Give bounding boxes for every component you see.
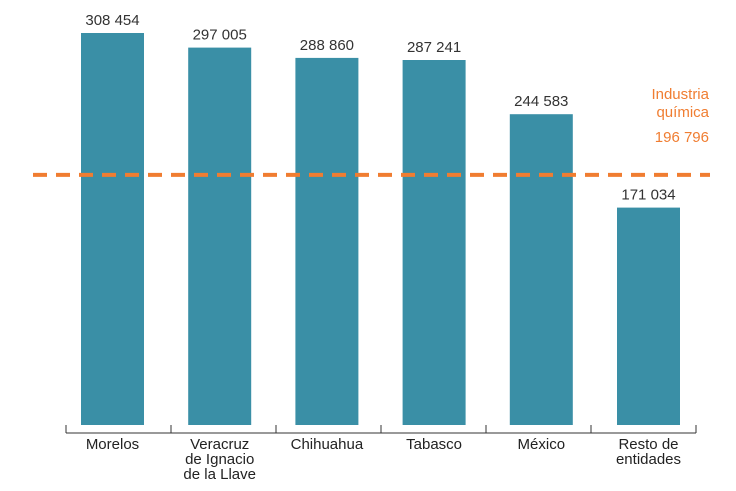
category-label-5: Resto de entidades — [616, 436, 681, 468]
bar-0 — [81, 33, 144, 425]
reference-label-line-2: química — [656, 104, 709, 121]
value-label-3: 287 241 — [407, 39, 461, 56]
bar-4 — [509, 114, 573, 425]
bar-3 — [402, 60, 466, 425]
value-label-5: 171 034 — [621, 187, 675, 204]
value-labels-layer: 308 454 297 005 288 860 287 241 244 583 171 0… — [85, 12, 675, 204]
bar-5 — [617, 207, 680, 425]
value-label-2: 288 860 — [300, 37, 354, 54]
category-label-3: Tabasco — [406, 436, 462, 453]
bar-1 — [188, 47, 252, 425]
category-labels-layer: Morelos Veracruz de Ignacio de la Llave Chih… — [86, 436, 681, 483]
x-axis — [65, 425, 697, 434]
category-label-2: Chihuahua — [291, 436, 364, 453]
bars-layer — [81, 33, 680, 426]
category-label-4: México — [518, 436, 566, 453]
category-label-1: Veracruz de Ignacio de la Llave — [183, 436, 256, 483]
value-label-1: 297 005 — [193, 27, 247, 44]
reference-label: Industria química 196 796 — [651, 86, 709, 146]
reference-label-line-1: Industria — [651, 86, 709, 103]
value-label-4: 244 583 — [514, 93, 568, 110]
category-label-0: Morelos — [86, 436, 139, 453]
reference-value-label: 196 796 — [655, 129, 709, 146]
value-label-0: 308 454 — [85, 12, 139, 29]
bar-2 — [295, 57, 359, 426]
